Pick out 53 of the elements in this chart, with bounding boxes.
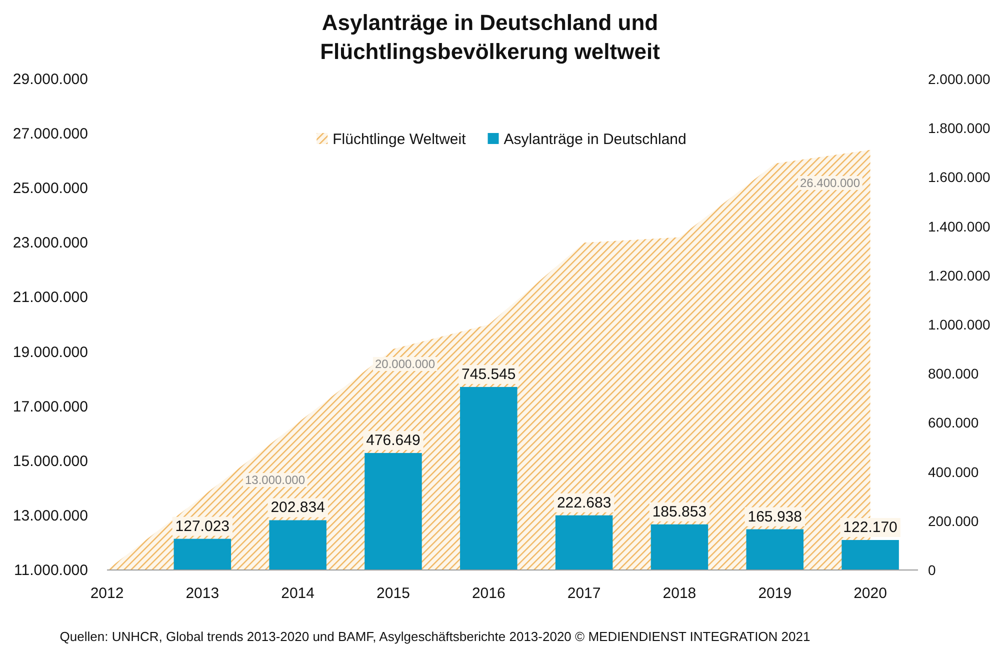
data-label: 745.545	[462, 366, 516, 383]
y-tick-label: 27.000.000	[12, 126, 88, 143]
y-tick-label: 11.000.000	[14, 562, 88, 579]
y-tick-label: 25.000.000	[12, 180, 88, 198]
x-tick-label: 2014	[281, 585, 315, 602]
bar	[746, 529, 804, 570]
x-tick-label: 2013	[186, 585, 220, 602]
data-label: 127.023	[175, 518, 230, 535]
y2-tick-label: 800.000	[928, 366, 979, 382]
y2-tick-label: 600.000	[928, 414, 979, 431]
y2-tick-label: 0	[928, 562, 936, 578]
x-tick-label: 2020	[854, 585, 887, 602]
y-tick-label: 21.000.000	[12, 289, 88, 306]
annotation: 26.400.000	[800, 176, 860, 190]
annotation: 20.000.000	[374, 357, 436, 371]
bar	[650, 524, 708, 570]
y-tick-label: 29.000.000	[12, 71, 88, 88]
annotation: 13.000.000	[244, 473, 306, 487]
x-tick-label: 2016	[472, 585, 506, 602]
y2-tick-label: 400.000	[928, 464, 979, 480]
data-label: 165.938	[748, 508, 802, 526]
data-label: 122.170	[843, 519, 898, 536]
data-label: 476.649	[366, 432, 420, 449]
y2-tick-label: 1.200.000	[928, 267, 990, 284]
data-label: 185.853	[652, 503, 707, 520]
y2-tick-label: 2.000.000	[928, 71, 990, 87]
y-tick-label: 17.000.000	[12, 398, 88, 416]
x-tick-label: 2018	[662, 585, 696, 602]
x-tick-label: 2019	[758, 585, 792, 602]
source-note: Quellen: UNHCR, Global trends 2013-2020 und BAMF, Asylgeschäftsberichte 2013-2020 © MEDIENDIENST INTEGRATION 2021	[60, 629, 810, 644]
x-tick-label: 2017	[567, 585, 601, 602]
bar	[460, 386, 518, 570]
chart-title: Asylanträge in Deutschland und Flüchtlingsbevölkerung weltweit	[320, 10, 661, 64]
data-label: 202.834	[270, 499, 325, 516]
y2-tick-label: 1.400.000	[928, 218, 990, 234]
y2-tick-label: 1.800.000	[928, 120, 990, 136]
y2-tick-label: 200.000	[928, 512, 979, 529]
legend-label: Asylanträge in Deutschland	[504, 131, 686, 148]
x-tick-label: 2012	[90, 585, 124, 602]
bar	[364, 452, 422, 570]
data-label: 222.683	[556, 494, 612, 512]
y-tick-label: 13.000.000	[12, 507, 88, 524]
bar	[555, 515, 613, 570]
bar	[269, 520, 326, 570]
y-tick-label: 19.000.000	[12, 344, 88, 361]
legend-label: Flüchtlinge Weltweit	[332, 131, 467, 148]
y2-tick-label: 1.600.000	[928, 169, 990, 186]
bar	[174, 538, 232, 570]
y-tick-label: 15.000.000	[12, 452, 88, 470]
y-tick-label: 23.000.000	[12, 234, 88, 252]
y2-tick-label: 1.000.000	[928, 316, 990, 332]
x-tick-label: 2015	[376, 585, 410, 602]
bar	[842, 540, 899, 570]
